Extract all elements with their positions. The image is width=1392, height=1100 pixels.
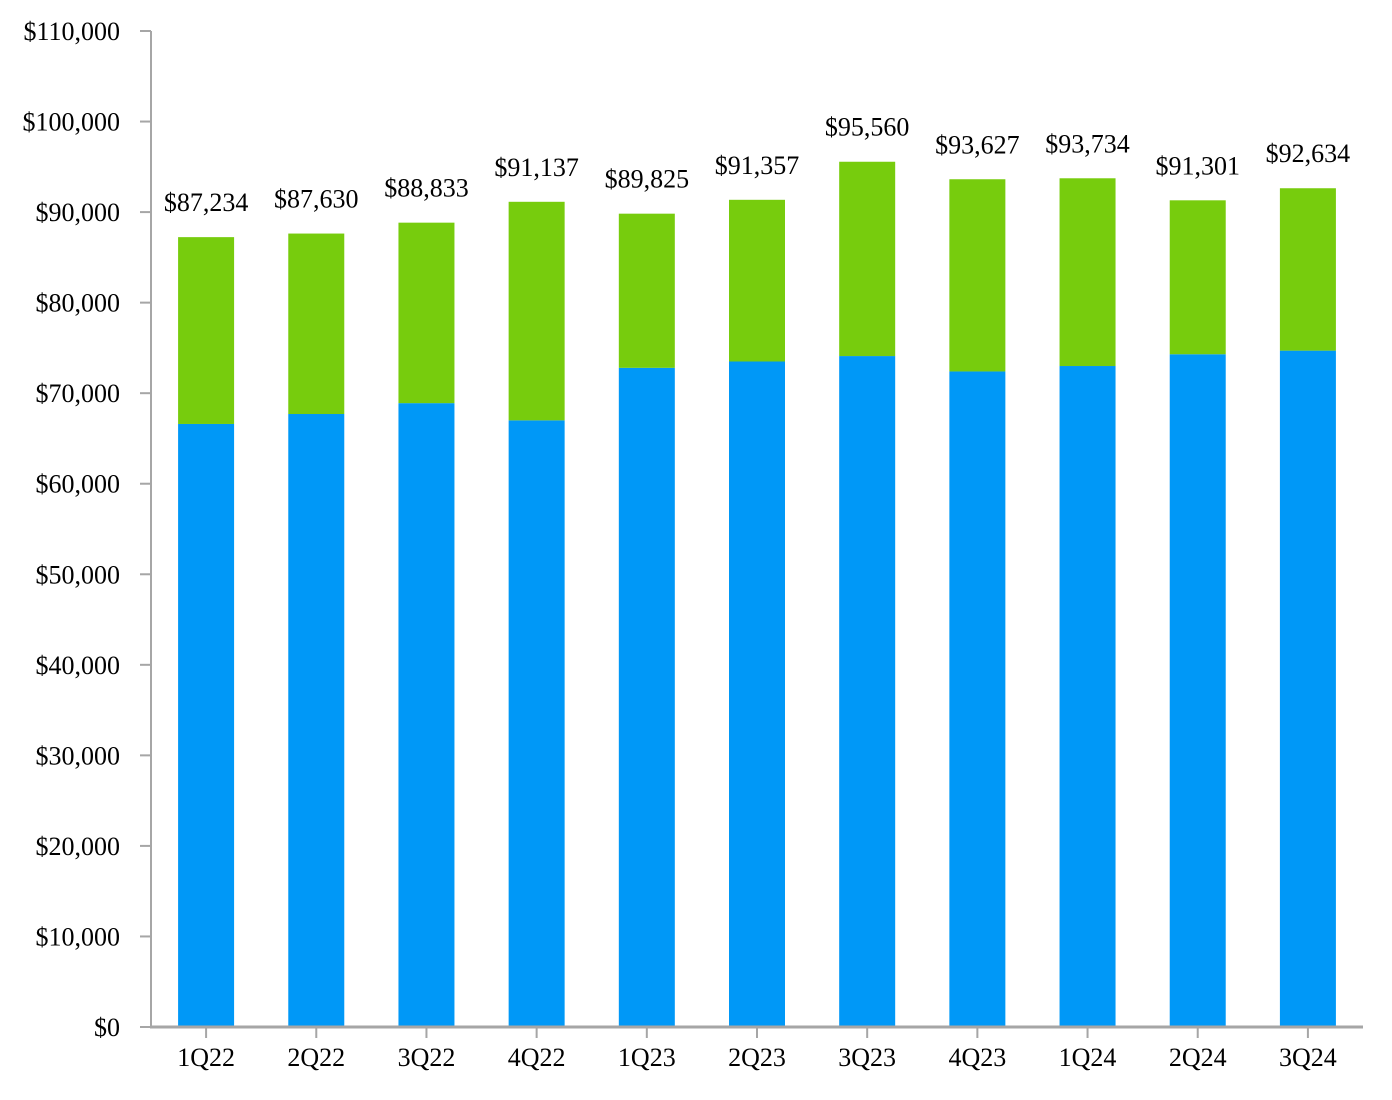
bar-segment-top [288, 233, 345, 415]
y-tick-label: $20,000 [36, 832, 121, 861]
y-tick-label: $30,000 [36, 741, 121, 770]
bar-group [1169, 200, 1226, 1027]
bar-group [839, 161, 896, 1027]
y-tick-label: $40,000 [36, 651, 121, 680]
y-tick-label: $110,000 [23, 17, 120, 46]
y-tick-label: $10,000 [36, 922, 121, 951]
x-tick-label: 2Q22 [287, 1043, 345, 1072]
bar-total-label: $91,301 [1155, 151, 1240, 180]
bar-segment-top [398, 222, 455, 404]
bar-group [398, 222, 455, 1027]
x-tick-label: 3Q23 [838, 1043, 896, 1072]
bar-total-label: $93,627 [935, 130, 1020, 159]
bar-segment-bottom [949, 371, 1006, 1027]
y-tick-label: $90,000 [36, 198, 121, 227]
bar-total-label: $91,357 [715, 151, 800, 180]
y-tick-label: $0 [94, 1013, 120, 1042]
bar-segment-top [729, 199, 785, 362]
bar-segment-bottom [618, 367, 675, 1027]
bar-segment-top [508, 201, 565, 421]
x-tick-label: 4Q22 [508, 1043, 566, 1072]
bar-segment-top [178, 237, 235, 424]
bar-segment-top [1059, 178, 1116, 367]
x-tick-label: 3Q24 [1279, 1043, 1337, 1072]
x-tick-label: 1Q24 [1059, 1043, 1117, 1072]
x-tick-label: 4Q23 [948, 1043, 1006, 1072]
bar-total-label: $92,634 [1266, 139, 1351, 168]
bar-group [1279, 188, 1336, 1027]
bar-segment-top [839, 161, 896, 357]
bar-segment-top [1279, 188, 1336, 351]
y-tick-label: $50,000 [36, 560, 121, 589]
bar-total-label: $89,825 [605, 165, 690, 194]
y-tick-label: $60,000 [36, 470, 121, 499]
bar-total-label: $93,734 [1045, 129, 1130, 158]
bar-segment-bottom [1059, 366, 1116, 1027]
bar-group [178, 237, 235, 1027]
x-tick-label: 2Q23 [728, 1043, 786, 1072]
y-tick-label: $70,000 [36, 379, 121, 408]
x-tick-label: 2Q24 [1169, 1043, 1227, 1072]
bar-segment-bottom [398, 403, 455, 1027]
bar-segment-top [618, 213, 675, 368]
y-tick-label: $100,000 [23, 108, 121, 137]
bar-group [508, 201, 565, 1027]
bar-group [729, 199, 785, 1027]
bar-total-label: $88,833 [384, 174, 469, 203]
bar-segment-bottom [288, 414, 345, 1027]
x-tick-label: 1Q23 [618, 1043, 676, 1072]
x-tick-label: 3Q22 [398, 1043, 456, 1072]
bar-segment-top [1169, 200, 1226, 355]
bar-segment-top [949, 179, 1006, 372]
bar-segment-bottom [1279, 350, 1336, 1027]
bar-total-label: $87,234 [164, 188, 249, 217]
bar-group [949, 179, 1006, 1027]
x-tick-label: 1Q22 [177, 1043, 235, 1072]
bar-total-label: $91,137 [494, 153, 579, 182]
bar-group [288, 233, 345, 1027]
bar-group [1059, 178, 1116, 1027]
bar-segment-bottom [1169, 354, 1226, 1027]
bar-segment-bottom [508, 420, 565, 1027]
bar-total-label: $95,560 [825, 113, 910, 142]
bar-group [618, 213, 675, 1027]
bar-segment-bottom [178, 423, 235, 1027]
y-tick-label: $80,000 [36, 289, 121, 318]
bar-segment-bottom [839, 356, 896, 1027]
bar-total-label: $87,630 [274, 185, 359, 214]
bar-segment-bottom [729, 361, 785, 1027]
